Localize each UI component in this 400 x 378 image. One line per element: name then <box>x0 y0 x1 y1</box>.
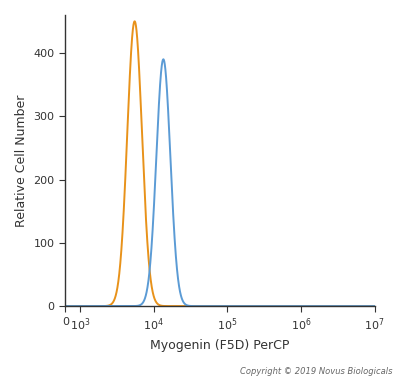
Y-axis label: Relative Cell Number: Relative Cell Number <box>15 94 28 227</box>
X-axis label: Myogenin (F5D) PerCP: Myogenin (F5D) PerCP <box>150 339 290 352</box>
Text: Copyright © 2019 Novus Biologicals: Copyright © 2019 Novus Biologicals <box>240 367 392 376</box>
